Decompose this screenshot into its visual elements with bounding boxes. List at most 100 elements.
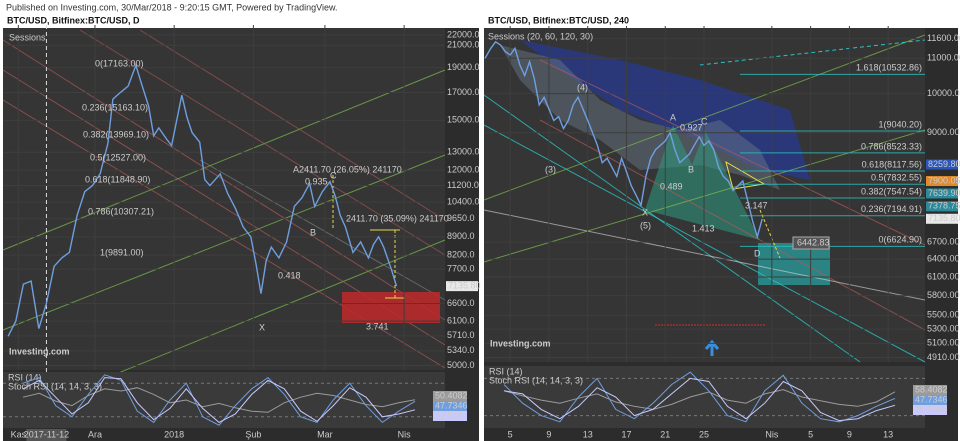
fib-label: 0.382(7547.54) <box>861 186 922 196</box>
annotation: 0.418 <box>278 270 301 280</box>
price-line <box>7 63 398 337</box>
indicator-value: 47.7346 <box>435 400 468 410</box>
crosshair-label-box <box>26 429 67 441</box>
y-tick-label: 11000.00 <box>927 53 960 63</box>
fib-label: 1(9040.20) <box>878 119 922 129</box>
fib-label: 0.236(7194.91) <box>861 204 922 214</box>
annotation: 1.413 <box>692 223 715 233</box>
y-tick-label: 15000.0 <box>447 115 480 125</box>
annotation: (5) <box>640 220 651 230</box>
annotation: X <box>259 322 265 332</box>
price-label-box <box>446 281 478 292</box>
price-label: 7135.80 <box>928 213 960 223</box>
price-label-box <box>926 176 958 187</box>
indicator-value: 58.4082 <box>915 384 948 394</box>
y-tick-label: 5500.00 <box>927 310 960 320</box>
x-tick-label: Kas <box>11 429 27 439</box>
fib-label: 0.618(8117.56) <box>862 159 922 169</box>
crosshair-label: 2017-11-12 <box>24 429 69 439</box>
annotation: C <box>701 116 708 126</box>
y-tick-label: 13000.0 <box>447 147 480 157</box>
price-label-box <box>926 188 958 199</box>
x-tick-label: 2018 <box>164 429 184 439</box>
y-tick-label: 8200.0 <box>447 249 475 259</box>
annotation: X <box>642 207 648 217</box>
indicator-title: Stoch RSI (14, 14, 3, 3) <box>8 381 102 391</box>
annotation: A <box>670 112 676 122</box>
y-tick-label: 9650.0 <box>447 213 475 223</box>
x-tick-label: Ara <box>88 429 102 439</box>
y-tick-label: 11200.0 <box>447 180 479 190</box>
indicator-value-box <box>913 385 947 395</box>
indicator-line <box>503 371 896 423</box>
indicator-value-box <box>433 411 467 421</box>
y-tick-label: 22000.0 <box>447 29 480 39</box>
annotation: D <box>754 248 761 258</box>
annotation: 0.786(10307.21) <box>88 206 154 216</box>
x-tick-label: 5 <box>808 429 813 439</box>
annotation: B <box>688 164 694 174</box>
x-tick-label: 13 <box>583 429 593 439</box>
x-tick-label: Mar <box>317 429 333 439</box>
annotation: Sessions (20, 60, 120, 30) <box>488 31 593 41</box>
annotation: A2411.70 (26.05%) 241170 <box>293 164 402 174</box>
logo: Investing.com <box>490 338 551 348</box>
indicator-title: RSI (14) <box>8 372 42 382</box>
y-tick-label: 8900.0 <box>447 231 475 241</box>
indicator-line <box>22 374 416 426</box>
y-tick-label: 6400.00 <box>927 254 960 264</box>
price-label: 8259.80 <box>928 159 960 169</box>
x-tick-label: 9 <box>546 429 551 439</box>
y-tick-label: 6700.00 <box>927 237 960 247</box>
annotation: 3.741 <box>366 321 389 331</box>
fib-label: 0.5(7832.55) <box>871 173 922 183</box>
y-tick-label: 5300.00 <box>927 323 960 333</box>
header: Published on Investing.com, 30/Mar/2018 … <box>6 2 338 12</box>
y-tick-label: 7700.0 <box>447 264 475 274</box>
annotation: C <box>330 170 337 180</box>
y-tick-label: 6600.0 <box>447 298 475 308</box>
price-label: 7378.75 <box>928 201 960 211</box>
annotation: 0.618(11848.90) <box>85 174 150 184</box>
price-label-box <box>926 201 958 212</box>
indicator-value: 50.4082 <box>435 390 468 400</box>
indicator-value-box <box>433 401 467 411</box>
annotation: Sessions <box>9 32 46 42</box>
annotation: 1(9891.00) <box>100 247 144 257</box>
y-tick-label: 5100.00 <box>927 338 960 348</box>
annotation: B <box>310 227 316 237</box>
annotation: 6442.83 <box>797 237 830 247</box>
x-tick-label: 17 <box>621 429 631 439</box>
chart-title: BTC/USD, Bitfinex:BTC/USD, D <box>7 15 140 25</box>
y-tick-label: 12000.0 <box>447 165 480 175</box>
price-label-box <box>926 159 958 170</box>
logo: Investing.com <box>9 346 70 356</box>
y-tick-label: 5000.0 <box>447 360 475 370</box>
x-tick-label: 13 <box>883 429 893 439</box>
y-tick-label: 11600.00 <box>927 33 960 43</box>
y-tick-label: 17000.0 <box>447 87 480 97</box>
x-tick-label: 25 <box>699 429 709 439</box>
x-tick-label: 21 <box>660 429 670 439</box>
indicator-value-box <box>913 395 947 405</box>
annotation: 0.236(15163.10) <box>82 102 148 112</box>
x-tick-label: Şub <box>245 429 261 439</box>
indicator-line <box>503 389 896 410</box>
y-tick-label: 9000.00 <box>927 127 960 137</box>
x-tick-label: Nis <box>765 429 778 439</box>
fib-label: 0(6624.90) <box>878 235 922 245</box>
annotation-box <box>792 236 830 250</box>
x-tick-label: 9 <box>847 429 852 439</box>
annotation: (4) <box>577 82 588 92</box>
annotation: 0.927 <box>680 122 703 132</box>
indicator-line <box>503 377 896 422</box>
chart-title: BTC/USD, Bitfinex:BTC/USD, 240 <box>488 15 629 25</box>
annotation: 0(17163.00) <box>95 58 144 68</box>
indicator-line <box>22 387 416 413</box>
indicator-value: 32.516 <box>435 410 463 420</box>
y-tick-label: 21000.0 <box>447 40 480 50</box>
annotation: 0.382(13969.10) <box>83 129 149 139</box>
price-label: 7639.90 <box>928 188 960 198</box>
y-tick-label: 10400.0 <box>447 196 480 206</box>
